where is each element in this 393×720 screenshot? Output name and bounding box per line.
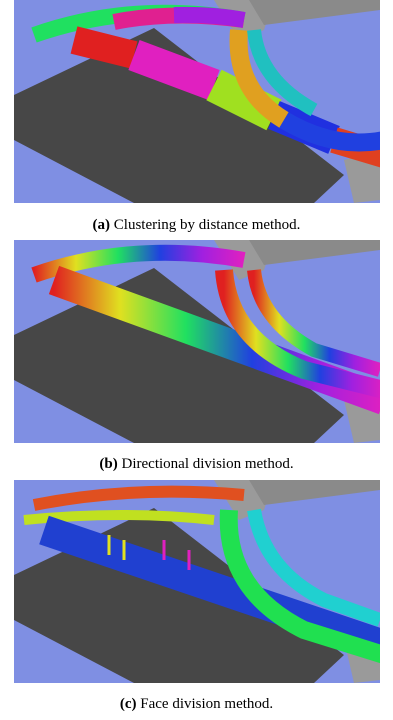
caption-label: (b) [99, 456, 117, 472]
figure-image [14, 240, 380, 443]
caption-text: Directional division method. [122, 456, 294, 472]
caption: (c) Face division method. [0, 696, 393, 713]
caption-text: Face division method. [140, 696, 273, 712]
caption-label: (c) [120, 696, 137, 712]
page: (a) Clustering by distance method. (b) D… [0, 0, 393, 720]
caption: (a) Clustering by distance method. [0, 217, 393, 234]
figure-image [14, 0, 380, 203]
caption-label: (a) [93, 217, 111, 233]
figure-image [14, 480, 380, 683]
caption-text: Clustering by distance method. [114, 217, 301, 233]
caption: (b) Directional division method. [0, 456, 393, 473]
